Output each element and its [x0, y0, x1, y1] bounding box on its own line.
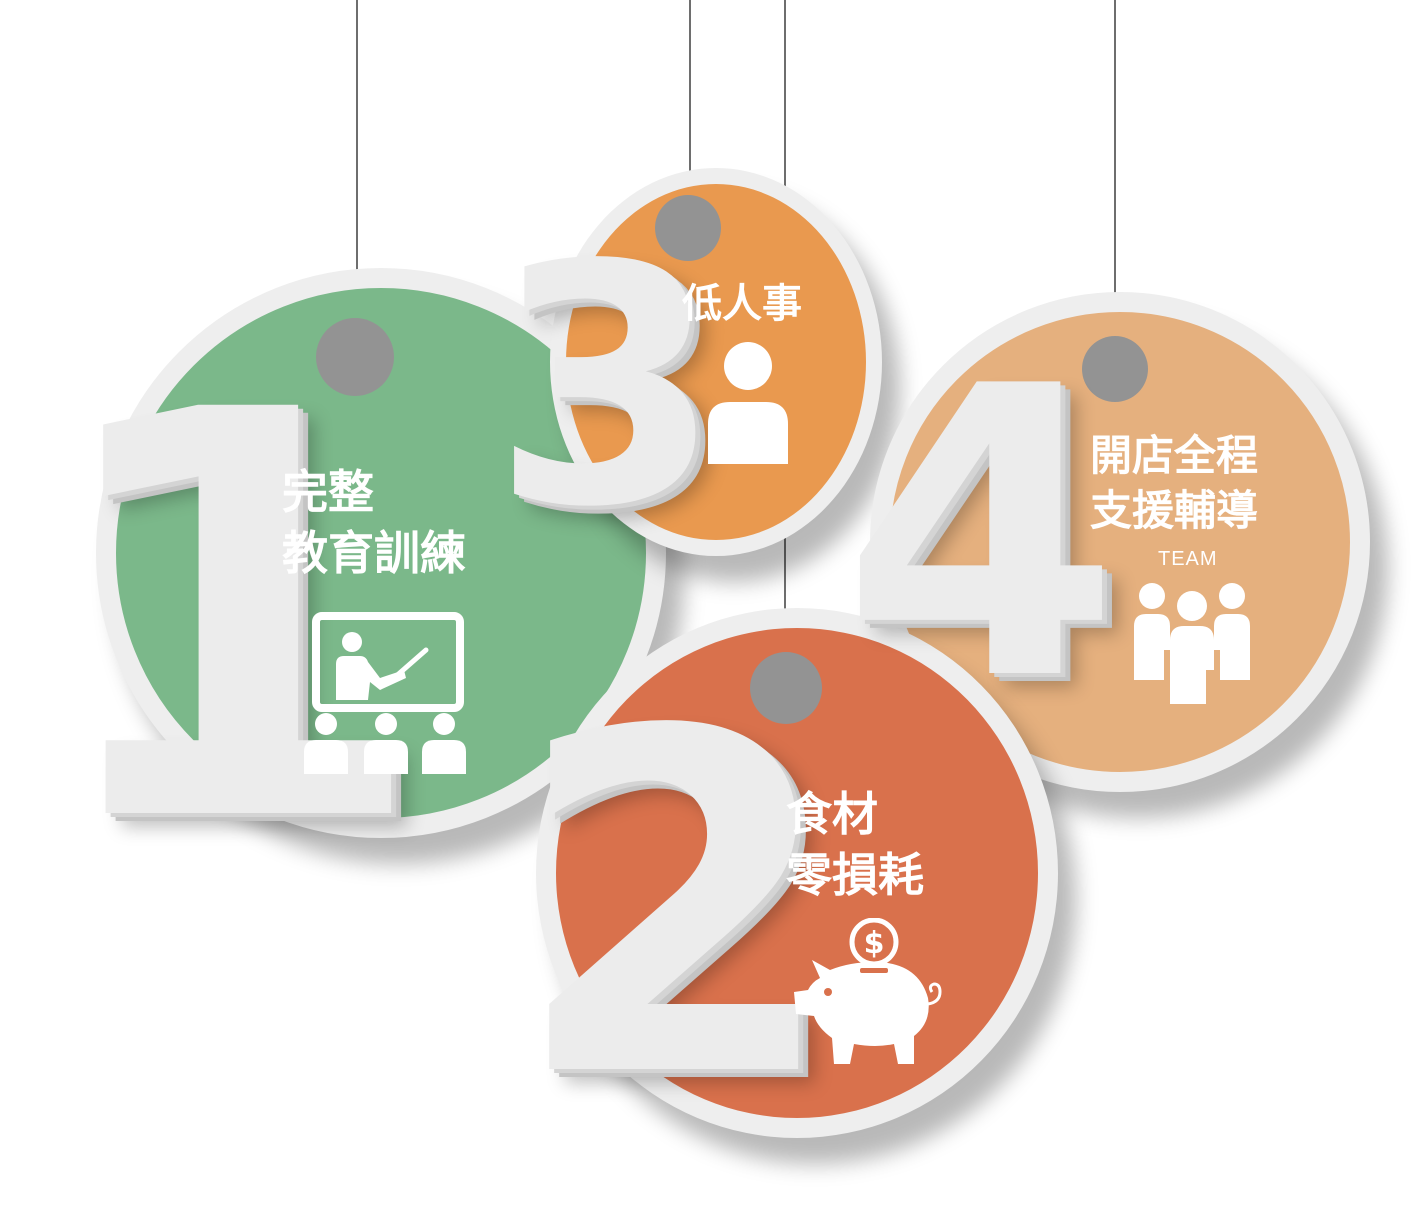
- tag-1-line-1: 完整: [282, 465, 374, 519]
- tag-3-line-1: 低人事: [682, 281, 802, 327]
- tag-2-line-1: 食材: [786, 787, 878, 841]
- team-icon: [1130, 580, 1254, 706]
- tag-2-line-2: 零損耗: [786, 847, 924, 902]
- tag-4-line-1: 開店全程: [1090, 431, 1259, 480]
- tag-2-hole: [750, 652, 822, 724]
- tag-4-hole: [1082, 336, 1148, 402]
- person-icon: [704, 340, 792, 466]
- tag-1-line-2: 教育訓練: [282, 525, 466, 580]
- tag-3-label: 低人事: [682, 278, 802, 331]
- tag-2-number: 2: [512, 633, 840, 1180]
- piggy-bank-icon: $: [790, 918, 950, 1070]
- string-1: [356, 0, 358, 340]
- tag-3-number: 3: [492, 195, 722, 579]
- tag-1-hole: [316, 318, 394, 396]
- svg-text:$: $: [864, 926, 885, 961]
- tag-3-hole: [655, 195, 721, 261]
- tag-4-sub: TEAM: [1158, 548, 1218, 570]
- teacher-training-icon: [302, 612, 470, 776]
- tag-2-label: 食材 零損耗: [786, 784, 924, 905]
- string-3: [689, 0, 691, 210]
- string-4: [1114, 0, 1116, 350]
- tag-4-number: 4: [842, 303, 1121, 768]
- tag-1-label: 完整 教育訓練: [282, 462, 466, 583]
- tag-4-line-2: 支援輔導: [1090, 486, 1259, 536]
- tag-4-label: 開店全程 支援輔導: [1090, 428, 1258, 539]
